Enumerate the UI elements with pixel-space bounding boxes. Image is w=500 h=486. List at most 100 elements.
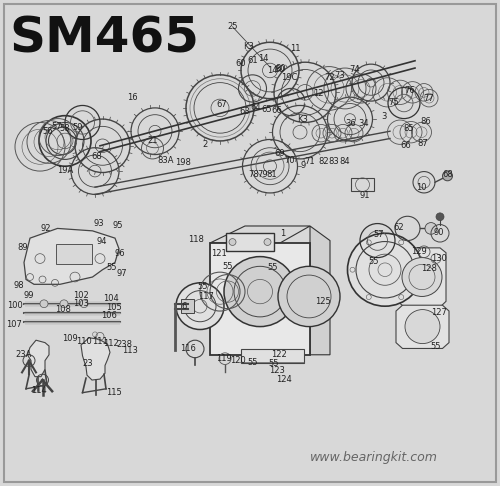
- Bar: [25, 319, 120, 325]
- Text: 102: 102: [73, 291, 89, 299]
- Text: 16: 16: [127, 93, 138, 102]
- Text: 96: 96: [114, 249, 126, 258]
- Text: 62: 62: [394, 223, 404, 232]
- Text: 57: 57: [373, 230, 384, 239]
- Text: 73: 73: [334, 71, 345, 80]
- Text: 36: 36: [345, 120, 356, 128]
- Text: 118: 118: [188, 235, 204, 243]
- Text: 68: 68: [91, 152, 102, 161]
- Text: 238: 238: [116, 340, 132, 348]
- Text: 61: 61: [247, 56, 258, 65]
- Text: 66: 66: [400, 141, 411, 150]
- Text: 127: 127: [431, 308, 447, 316]
- Text: K3: K3: [297, 115, 308, 123]
- Text: 19A: 19A: [57, 166, 73, 174]
- Circle shape: [442, 171, 452, 181]
- Polygon shape: [24, 228, 119, 284]
- Circle shape: [278, 266, 340, 327]
- Text: 87: 87: [417, 139, 428, 148]
- Text: 19C: 19C: [281, 73, 297, 82]
- Text: 14: 14: [258, 54, 269, 63]
- Text: 3: 3: [382, 112, 386, 121]
- Text: 99: 99: [24, 291, 34, 299]
- Text: 115: 115: [106, 388, 122, 397]
- Text: 107: 107: [6, 320, 22, 329]
- Text: 114: 114: [31, 386, 47, 395]
- Text: 75: 75: [388, 98, 399, 106]
- Bar: [210, 243, 310, 355]
- Circle shape: [186, 340, 204, 358]
- Text: 78: 78: [248, 171, 260, 179]
- Polygon shape: [396, 305, 449, 348]
- Bar: [226, 233, 274, 251]
- Text: 112: 112: [103, 339, 119, 348]
- Text: 77: 77: [424, 94, 434, 103]
- Circle shape: [40, 300, 48, 308]
- Text: 122: 122: [271, 350, 287, 359]
- Text: 58: 58: [60, 124, 70, 133]
- Text: 55: 55: [269, 359, 279, 368]
- Text: 83: 83: [328, 157, 340, 166]
- Text: 55: 55: [107, 263, 117, 272]
- Text: 67: 67: [216, 100, 228, 109]
- Text: 86: 86: [420, 117, 431, 126]
- Text: 80: 80: [275, 64, 286, 72]
- Text: 123: 123: [270, 366, 285, 375]
- Text: 110: 110: [76, 337, 92, 346]
- Text: 21: 21: [147, 137, 158, 145]
- Text: 108: 108: [56, 305, 72, 314]
- Text: 71: 71: [304, 157, 316, 166]
- Text: 120: 120: [230, 356, 246, 365]
- Circle shape: [229, 239, 236, 245]
- Text: 98: 98: [13, 281, 24, 290]
- Text: 95: 95: [112, 222, 123, 230]
- Text: 85: 85: [403, 124, 414, 133]
- Text: 79: 79: [258, 171, 268, 179]
- Circle shape: [264, 239, 271, 245]
- Text: 124: 124: [276, 375, 292, 383]
- Text: 93: 93: [94, 219, 104, 228]
- Text: 11: 11: [290, 44, 300, 53]
- Text: 14: 14: [267, 66, 278, 75]
- Bar: [25, 301, 120, 307]
- Bar: [351, 178, 374, 191]
- Text: 9: 9: [300, 161, 306, 170]
- Text: 59: 59: [72, 123, 83, 132]
- Text: 111: 111: [92, 337, 108, 346]
- Circle shape: [402, 258, 442, 296]
- Circle shape: [176, 283, 224, 330]
- Text: 72: 72: [324, 73, 336, 82]
- Text: 106: 106: [101, 312, 117, 320]
- Text: 2: 2: [203, 140, 208, 149]
- Circle shape: [348, 233, 422, 306]
- Text: 66: 66: [272, 106, 282, 115]
- Polygon shape: [310, 226, 330, 355]
- Text: 109: 109: [62, 334, 78, 343]
- Text: 125: 125: [314, 297, 330, 306]
- Text: 68: 68: [442, 171, 453, 179]
- Text: 55: 55: [247, 358, 258, 366]
- Circle shape: [425, 223, 437, 234]
- Polygon shape: [28, 340, 49, 377]
- Text: 55: 55: [223, 262, 233, 271]
- Text: 94: 94: [96, 237, 107, 246]
- Text: 57: 57: [51, 122, 62, 131]
- Circle shape: [436, 213, 444, 221]
- Text: 60: 60: [236, 59, 246, 68]
- Text: 55: 55: [267, 263, 278, 272]
- Text: 12: 12: [313, 89, 323, 98]
- Text: 81: 81: [266, 171, 277, 179]
- Text: 97: 97: [116, 269, 128, 278]
- Text: 117: 117: [198, 292, 214, 301]
- Text: 100: 100: [7, 301, 23, 310]
- Text: 56: 56: [42, 127, 53, 136]
- Text: 1: 1: [280, 229, 285, 238]
- Bar: [56, 244, 92, 264]
- Text: 10: 10: [416, 183, 427, 191]
- Text: 198: 198: [176, 158, 192, 167]
- Text: 83A: 83A: [158, 156, 174, 165]
- Text: 63: 63: [240, 107, 250, 116]
- Text: 6: 6: [182, 302, 186, 311]
- Text: 82: 82: [318, 157, 330, 166]
- Text: 80: 80: [274, 65, 285, 73]
